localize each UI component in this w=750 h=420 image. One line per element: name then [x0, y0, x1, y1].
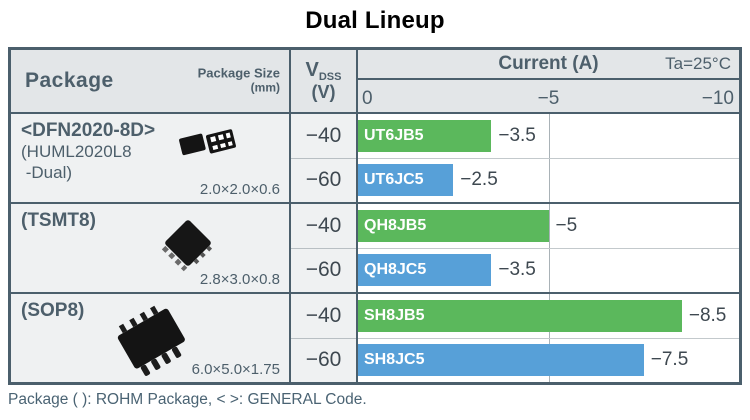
lineup-table: Package Package Size (mm) VDSS (V) Curre…	[8, 47, 742, 385]
bar-value-label: −3.5	[498, 124, 536, 146]
vdss-column: −40 −60	[291, 204, 358, 292]
bar-part-label: QH8JC5	[364, 261, 427, 279]
package-size-header: Package Size (mm)	[197, 65, 280, 96]
package-size-unit: (mm)	[250, 80, 280, 95]
package-size-value: 2.0×2.0×0.6	[199, 181, 280, 198]
vdss-value: −40	[305, 213, 342, 237]
package-group-sop8: (SOP8)	[11, 292, 739, 382]
bar-ut6jb5: UT6JB5	[358, 119, 492, 152]
package-name: <DFN2020-8D> (HUML2020L8 -Dual)	[21, 119, 155, 184]
bar-value-label: −8.5	[688, 304, 727, 326]
package-header-label: Package	[25, 69, 114, 92]
package-name-secondary: (HUML2020L8	[21, 142, 132, 162]
package-cell: (SOP8)	[11, 294, 291, 382]
axis-tick-0: 0	[362, 88, 373, 109]
package-cell: <DFN2020-8D> (HUML2020L8 -Dual)	[11, 114, 291, 202]
axis-tick-minus5: −5	[537, 88, 560, 109]
axis-tick-minus10: −10	[701, 88, 734, 109]
chart-cell: SH8JB5 −8.5 SH8JC5 −7.5	[358, 294, 739, 382]
vdss-column: −40 −60	[291, 114, 358, 202]
bar-ut6jc5: UT6JC5	[358, 164, 454, 197]
bar-part-label: SH8JC5	[364, 351, 425, 369]
bar-part-label: UT6JC5	[364, 171, 424, 189]
package-group-tsmt8: (TSMT8)	[11, 202, 739, 292]
bar-sh8jb5: SH8JB5	[358, 299, 682, 332]
bar-row: SH8JB5 −8.5	[358, 294, 739, 338]
bar-value-label: −7.5	[650, 349, 689, 371]
bar-row: UT6JB5 −3.5	[358, 114, 739, 158]
current-axis-title: Current (A)	[498, 53, 599, 74]
package-header-cell: Package Package Size (mm)	[11, 50, 291, 112]
vdss-value: −60	[291, 157, 356, 203]
package-name: (TSMT8)	[21, 209, 96, 232]
package-name-primary: (TSMT8)	[21, 210, 96, 231]
page-title: Dual Lineup	[305, 7, 445, 34]
bar-row: UT6JC5 −2.5	[358, 157, 739, 203]
chart-title-row: Current (A) Ta=25°C	[358, 50, 739, 80]
axis-tick-row: 0 −5 −10	[358, 80, 739, 112]
vdss-header-cell: VDSS (V)	[291, 50, 358, 112]
vdss-value: −40	[305, 303, 342, 327]
bar-qh8jc5: QH8JC5	[358, 254, 492, 287]
vdss-subscript: DSS	[318, 71, 342, 84]
package-name-secondary: -Dual)	[21, 162, 73, 182]
package-size-label: Package Size	[197, 65, 280, 81]
package-cell: (TSMT8)	[11, 204, 291, 292]
package-name-primary: <DFN2020-8D>	[21, 120, 156, 141]
vdss-symbol: V	[305, 58, 319, 81]
package-size-value: 2.8×3.0×0.8	[199, 271, 280, 288]
bar-qh8jb5: QH8JB5	[358, 209, 549, 242]
vdss-unit: (V)	[311, 82, 336, 103]
footnote: Package ( ): ROHM Package, < >: GENERAL …	[8, 391, 367, 408]
package-name-primary: (SOP8)	[21, 300, 85, 321]
dfn2020-package-icon	[177, 123, 239, 164]
package-group-dfn2020: <DFN2020-8D> (HUML2020L8 -Dual)	[11, 114, 739, 202]
vdss-value: −60	[291, 247, 356, 293]
chart-header-cell: Current (A) Ta=25°C 0 −5 −10	[358, 50, 739, 112]
tsmt8-package-icon	[157, 216, 219, 279]
package-size-value: 6.0×5.0×1.75	[191, 361, 280, 378]
vdss-value: −40	[305, 123, 342, 147]
temperature-condition: Ta=25°C	[665, 54, 731, 73]
sop8-package-icon	[99, 300, 203, 385]
bar-part-label: QH8JB5	[364, 216, 427, 234]
bar-row: QH8JC5 −3.5	[358, 247, 739, 293]
vdss-value: −60	[291, 337, 356, 383]
bar-row: SH8JC5 −7.5	[358, 337, 739, 383]
table-header-row: Package Package Size (mm) VDSS (V) Curre…	[11, 50, 739, 114]
vdss-column: −40 −60	[291, 294, 358, 382]
bar-value-label: −2.5	[460, 169, 498, 191]
bar-part-label: SH8JB5	[364, 306, 425, 324]
chart-cell: QH8JB5 −5 QH8JC5 −3.5	[358, 204, 739, 292]
package-name: (SOP8)	[21, 299, 84, 322]
bar-sh8jc5: SH8JC5	[358, 344, 644, 377]
chart-cell: UT6JB5 −3.5 UT6JC5 −2.5	[358, 114, 739, 202]
bar-value-label: −5	[555, 214, 578, 236]
bar-row: QH8JB5 −5	[358, 204, 739, 248]
bar-value-label: −3.5	[498, 259, 536, 281]
bar-part-label: UT6JB5	[364, 126, 424, 144]
